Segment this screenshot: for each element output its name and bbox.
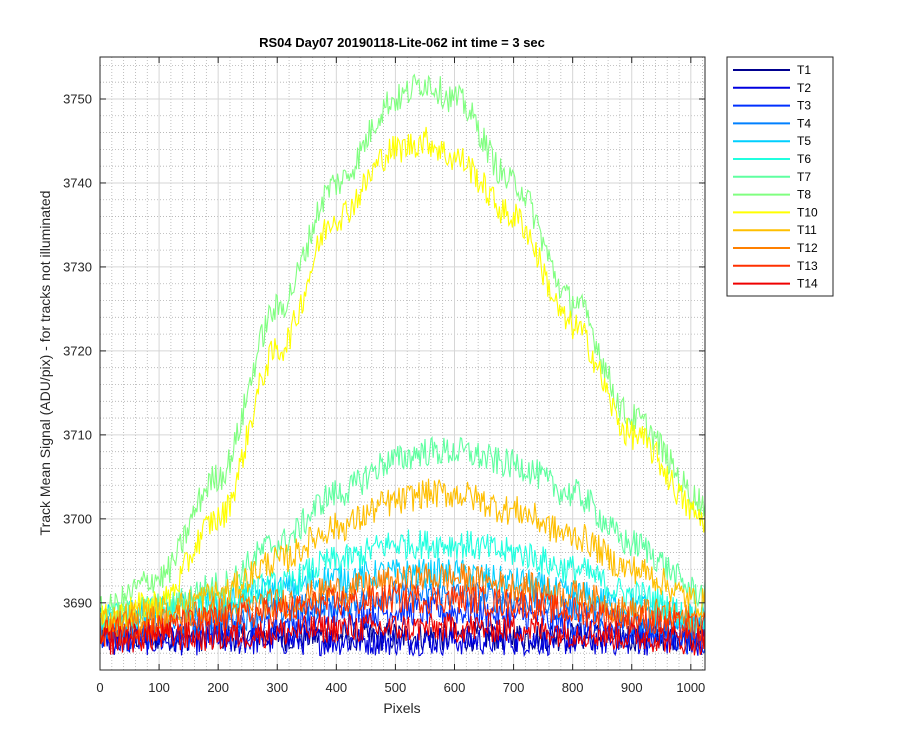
legend-label-t2: T2 (797, 81, 811, 95)
legend-label-t3: T3 (797, 99, 811, 113)
y-tick-label: 3710 (63, 427, 92, 442)
legend-label-t13: T13 (797, 259, 818, 273)
x-tick-label: 500 (385, 680, 407, 695)
x-tick-label: 100 (148, 680, 170, 695)
series-line-t6 (100, 529, 705, 635)
series-line-t11 (100, 478, 705, 634)
x-tick-label: 800 (562, 680, 584, 695)
legend-label-t6: T6 (797, 152, 811, 166)
legend-label-t7: T7 (797, 170, 811, 184)
x-tick-label: 0 (96, 680, 103, 695)
x-tick-label: 300 (266, 680, 288, 695)
series-line-t7 (100, 435, 705, 630)
chart-title: RS04 Day07 20190118-Lite-062 int time = … (259, 35, 545, 50)
x-tick-label: 400 (325, 680, 347, 695)
ticks: 0 100 200 300 400 500 600 700 800 900 1000 3690 3700… (63, 57, 705, 695)
x-tick-label: 700 (503, 680, 525, 695)
series-line-t10 (100, 126, 705, 633)
legend-label-t10: T10 (797, 205, 818, 219)
series-line-t14 (100, 612, 705, 656)
legend-label-t8: T8 (797, 188, 811, 202)
series-line-t8 (100, 73, 705, 624)
legend-label-t11: T11 (797, 223, 817, 237)
y-tick-label: 3740 (63, 175, 92, 190)
legend-label-t5: T5 (797, 134, 811, 148)
y-tick-label: 3730 (63, 259, 92, 274)
y-tick-label: 3690 (63, 595, 92, 610)
x-axis-label: Pixels (383, 700, 420, 716)
x-tick-label: 600 (444, 680, 466, 695)
plot-area-border (99, 56, 706, 671)
x-tick-label: 1000 (676, 680, 705, 695)
legend-label-t4: T4 (797, 116, 811, 130)
x-tick-label: 900 (621, 680, 643, 695)
x-tick-label: 200 (207, 680, 229, 695)
legend-label-t1: T1 (797, 63, 811, 77)
y-tick-label: 3720 (63, 343, 92, 358)
legend: T1 T2 T3 T4 T5 T6 T7 T8 T10 T11 T12 T13 T14 (726, 56, 834, 297)
y-tick-label: 3700 (63, 511, 92, 526)
legend-label-t12: T12 (797, 241, 818, 255)
series-line-t13 (100, 583, 705, 647)
plot-series (100, 73, 705, 658)
legend-label-t14: T14 (797, 277, 818, 291)
y-axis-label: Track Mean Signal (ADU/pix) - for tracks… (37, 191, 53, 536)
series-line-t12 (100, 563, 705, 643)
y-tick-label: 3750 (63, 91, 92, 106)
